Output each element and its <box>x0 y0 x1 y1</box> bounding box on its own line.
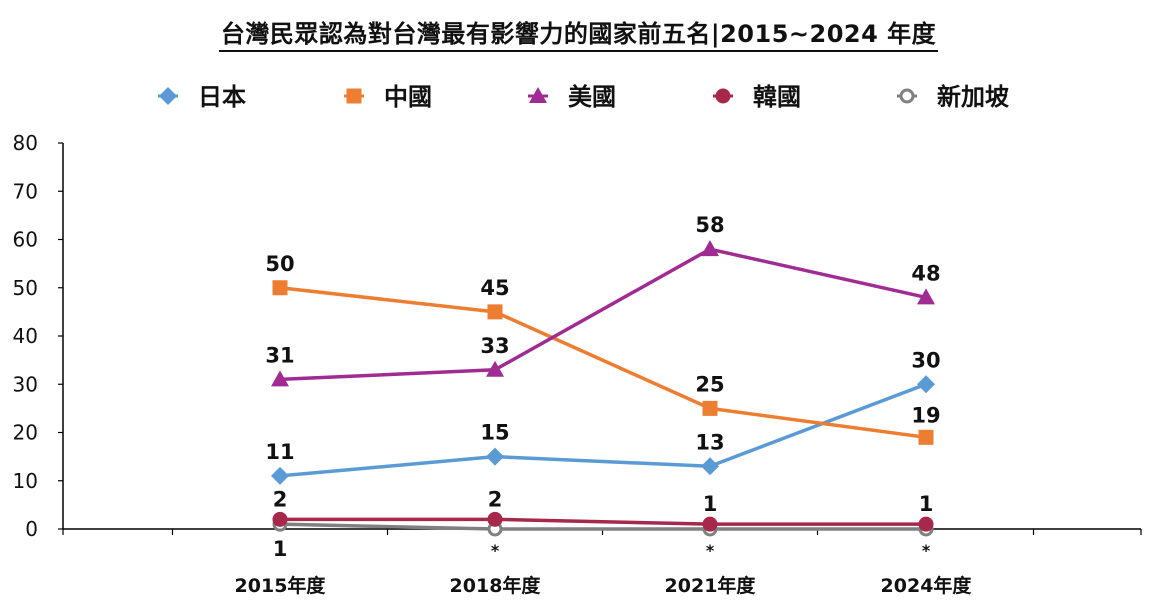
data-point <box>487 304 503 320</box>
data-label: 33 <box>480 334 509 358</box>
data-point <box>917 288 935 305</box>
data-label: 50 <box>265 252 294 276</box>
data-label: * <box>706 541 715 560</box>
y-tick-label: 0 <box>25 517 38 541</box>
data-label: 1 <box>919 492 934 516</box>
y-tick-label: 70 <box>13 179 38 203</box>
legend-marker-diamond <box>159 87 177 105</box>
data-label: 11 <box>265 440 294 464</box>
legend-label: 韓國 <box>753 83 801 111</box>
data-label: 19 <box>911 403 940 427</box>
data-label: 31 <box>265 343 294 367</box>
chart-title-text: 台灣民眾認為對台灣最有影響力的國家前五名|2015~2024 年度 <box>218 20 939 52</box>
data-label: 1 <box>703 492 718 516</box>
x-tick-label: 2021年度 <box>665 574 757 597</box>
data-label: 58 <box>695 213 724 237</box>
data-label: 2 <box>488 487 503 511</box>
series-line <box>279 382 927 478</box>
data-point <box>486 360 504 377</box>
series-line <box>279 286 927 440</box>
x-tick-label: 2015年度 <box>235 574 327 597</box>
series-line <box>280 517 926 526</box>
data-point <box>272 511 288 527</box>
data-point <box>701 240 719 257</box>
y-tick-label: 80 <box>13 131 38 155</box>
data-label: 25 <box>695 372 724 396</box>
data-label: 2 <box>273 487 288 511</box>
legend-marker-open-circle <box>899 88 915 104</box>
data-point <box>487 511 503 527</box>
x-tick-label: 2024年度 <box>881 574 973 597</box>
data-label: 15 <box>480 421 509 445</box>
data-point <box>271 370 289 387</box>
series-line <box>279 522 926 531</box>
data-point <box>918 516 934 532</box>
legend-marker-triangle <box>529 87 547 103</box>
chart-title: 台灣民眾認為對台灣最有影響力的國家前五名|2015~2024 年度 <box>0 14 1157 52</box>
data-label: * <box>922 541 931 560</box>
data-label: 45 <box>480 276 509 300</box>
legend-label: 日本 <box>198 83 246 111</box>
y-tick-label: 30 <box>13 372 38 396</box>
y-tick-label: 60 <box>13 228 38 252</box>
data-point <box>486 447 504 466</box>
y-tick-label: 40 <box>13 324 38 348</box>
data-point <box>918 429 934 445</box>
data-point <box>701 457 719 476</box>
y-tick-label: 20 <box>13 421 38 445</box>
data-label: 1 <box>273 537 288 561</box>
y-tick-label: 10 <box>13 469 38 493</box>
data-point <box>917 375 935 394</box>
legend-label: 美國 <box>568 83 616 111</box>
data-point <box>272 280 288 296</box>
legend-marker-square <box>346 88 362 104</box>
legend-marker-circle <box>715 88 731 104</box>
data-label: 13 <box>695 430 724 454</box>
data-label: 30 <box>911 348 940 372</box>
data-label: 48 <box>911 261 940 285</box>
legend-label: 新加坡 <box>937 83 1009 111</box>
data-point <box>271 466 289 485</box>
x-tick-label: 2018年度 <box>450 574 542 597</box>
data-label: * <box>491 541 500 560</box>
data-point <box>702 400 718 416</box>
data-point <box>702 516 718 532</box>
legend-label: 中國 <box>384 83 432 111</box>
series-line <box>279 247 927 382</box>
y-tick-label: 50 <box>13 276 38 300</box>
